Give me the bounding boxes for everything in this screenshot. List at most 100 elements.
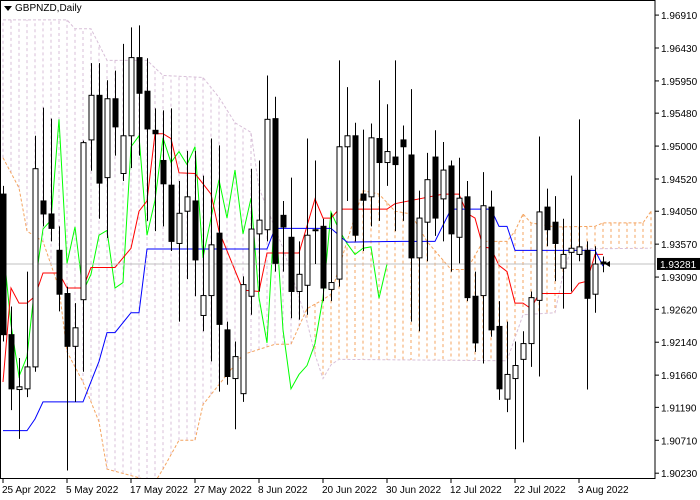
- candles: [0, 25, 610, 471]
- candle: [400, 125, 407, 221]
- bullish-candle-body: [344, 135, 351, 148]
- bullish-candle-body: [592, 263, 599, 295]
- bearish-candle-body: [472, 295, 479, 344]
- bearish-candle-body: [216, 232, 223, 325]
- candle: [296, 241, 303, 320]
- candle: [56, 226, 63, 312]
- candle: [184, 150, 191, 280]
- bullish-candle-body: [480, 205, 487, 297]
- bullish-candle-body: [328, 282, 335, 290]
- candle: [392, 60, 399, 232]
- candle: [512, 341, 519, 450]
- bullish-candle-body: [184, 196, 191, 212]
- triangle-down-icon[interactable]: [4, 6, 12, 11]
- candle: [96, 63, 103, 219]
- bullish-candle-body: [520, 343, 527, 360]
- senkou-span-a-line: [2, 157, 652, 478]
- candle: [88, 63, 95, 171]
- bearish-candle-body: [64, 293, 71, 347]
- symbol-timeframe: GBPNZD,Daily: [15, 3, 82, 14]
- bullish-candle-body: [528, 297, 535, 345]
- candle: [280, 200, 287, 272]
- y-tick-label: 1.90230: [661, 469, 698, 480]
- bearish-candle-body: [464, 196, 471, 299]
- x-tick-label: 20 Jun 2022: [322, 485, 377, 496]
- candle: [16, 357, 23, 439]
- bullish-candle-body: [16, 386, 23, 391]
- y-tick-label: 1.94520: [661, 175, 698, 186]
- bullish-candle-body: [568, 247, 575, 253]
- bullish-candle-body: [424, 179, 431, 223]
- candle: [408, 89, 415, 322]
- candle: [544, 188, 551, 247]
- bearish-candle-body: [552, 221, 559, 244]
- bullish-candle-body: [264, 118, 271, 231]
- plot-area[interactable]: [0, 19, 655, 482]
- bullish-candle-body: [232, 356, 239, 380]
- bullish-candle-body: [336, 146, 343, 280]
- y-tick-label: 1.92620: [661, 305, 698, 316]
- bullish-candle-body: [32, 168, 39, 368]
- candle: [80, 140, 87, 372]
- bearish-candle-body: [112, 98, 119, 128]
- bearish-candle-body: [496, 325, 503, 390]
- candle: [232, 341, 239, 430]
- bearish-candle-body: [320, 225, 327, 289]
- bearish-candle-body: [0, 193, 7, 336]
- y-tick-label: 1.91660: [661, 371, 698, 382]
- bearish-candle-body: [400, 139, 407, 148]
- x-tick-label: 22 Jul 2022: [514, 485, 566, 496]
- chart-title: GBPNZD,Daily: [4, 3, 82, 14]
- bullish-candle-body: [256, 219, 263, 235]
- y-tick-label: 1.91190: [661, 403, 697, 414]
- candle: [160, 110, 167, 227]
- x-tick-label: 30 Jun 2022: [386, 485, 441, 496]
- candle: [264, 75, 271, 242]
- bearish-candle-body: [432, 156, 439, 219]
- candle: [128, 27, 135, 169]
- bearish-candle-body: [224, 329, 231, 378]
- bullish-candle-body: [416, 217, 423, 259]
- bearish-candle-body: [360, 193, 367, 201]
- bearish-candle-body: [48, 213, 55, 229]
- candle: [152, 108, 159, 232]
- bullish-candle-body: [72, 327, 79, 347]
- current-price-arrow-icon: [605, 260, 610, 267]
- x-tick-label: 5 May 2022: [66, 485, 119, 496]
- bearish-candle-body: [136, 57, 143, 94]
- candle: [112, 70, 119, 156]
- candle: [336, 60, 343, 287]
- candle: [304, 138, 311, 315]
- bearish-candle-body: [600, 261, 607, 265]
- candle: [32, 135, 39, 372]
- candle: [504, 321, 511, 413]
- candle: [72, 303, 79, 402]
- candle: [352, 122, 359, 242]
- candle: [448, 160, 455, 272]
- candle: [496, 301, 503, 400]
- y-tick-label: 1.92140: [661, 338, 698, 349]
- bullish-candle-body: [24, 366, 31, 390]
- candle: [216, 145, 223, 392]
- candle: [288, 177, 295, 319]
- bearish-candle-body: [168, 184, 175, 242]
- bearish-candle-body: [152, 129, 159, 135]
- x-tick-label: 17 May 2022: [130, 485, 188, 496]
- bullish-candle-body: [368, 137, 375, 198]
- candle: [224, 321, 231, 385]
- bullish-candle-body: [88, 94, 95, 141]
- bullish-candle-body: [176, 212, 183, 244]
- bearish-candle-body: [272, 118, 279, 264]
- y-tick-label: 1.93090: [661, 273, 698, 284]
- bullish-candle-body: [296, 273, 303, 292]
- time-axis[interactable]: 25 Apr 2022 5 May 2022 17 May 2022 27 May 2…: [2, 478, 629, 496]
- price-axis[interactable]: 1.96910 1.96430 1.95950 1.95480 1.95000 1.945…: [655, 11, 700, 480]
- x-tick-label: 25 Apr 2022: [2, 485, 56, 496]
- bearish-candle-body: [96, 94, 103, 184]
- plot-border: [0, 0, 656, 479]
- candle: [104, 80, 111, 238]
- candle: [272, 96, 279, 272]
- bearish-candle-body: [584, 249, 591, 299]
- candle: [456, 157, 463, 264]
